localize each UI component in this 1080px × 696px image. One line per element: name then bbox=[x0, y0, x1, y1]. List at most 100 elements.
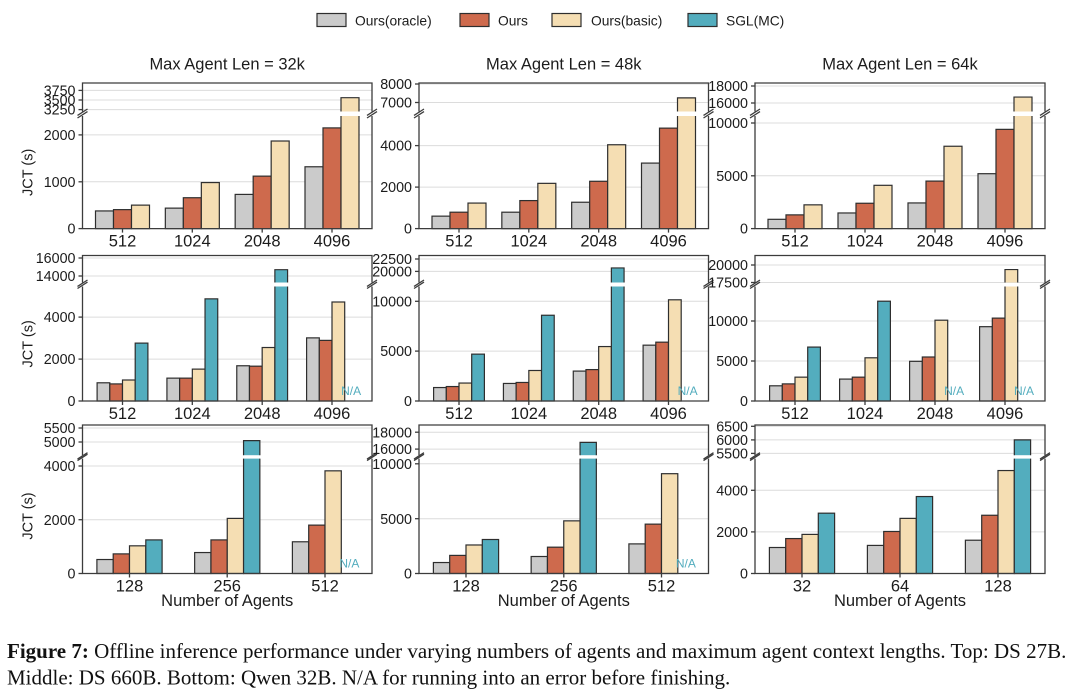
svg-text:4096: 4096 bbox=[987, 405, 1024, 423]
svg-text:64: 64 bbox=[891, 577, 909, 595]
svg-text:2048: 2048 bbox=[917, 232, 954, 250]
svg-text:2000: 2000 bbox=[44, 128, 76, 144]
svg-text:256: 256 bbox=[550, 577, 578, 595]
svg-text:3500: 3500 bbox=[44, 93, 76, 109]
svg-text:2000: 2000 bbox=[44, 352, 76, 368]
svg-text:2048: 2048 bbox=[244, 232, 281, 250]
svg-text:512: 512 bbox=[781, 405, 809, 423]
svg-text:2048: 2048 bbox=[580, 405, 617, 423]
svg-text:1024: 1024 bbox=[174, 405, 211, 423]
svg-text:256: 256 bbox=[213, 577, 241, 595]
svg-text:Ours: Ours bbox=[498, 13, 528, 28]
svg-text:Number of Agents: Number of Agents bbox=[161, 592, 293, 610]
svg-text:1024: 1024 bbox=[174, 232, 211, 250]
svg-text:Figure 7: Offline inference pe: Figure 7: Offline inference performance … bbox=[7, 639, 1066, 663]
svg-text:10000: 10000 bbox=[372, 294, 412, 310]
svg-text:16000: 16000 bbox=[708, 96, 748, 112]
svg-text:5000: 5000 bbox=[716, 169, 748, 185]
svg-text:N/A: N/A bbox=[339, 557, 359, 571]
svg-text:N/A: N/A bbox=[678, 384, 698, 398]
svg-text:JCT (s): JCT (s) bbox=[21, 320, 37, 367]
svg-text:512: 512 bbox=[445, 232, 473, 250]
svg-text:128: 128 bbox=[452, 577, 480, 595]
svg-text:SGL(MC): SGL(MC) bbox=[726, 13, 784, 28]
svg-text:22500: 22500 bbox=[372, 252, 412, 268]
svg-text:20000: 20000 bbox=[708, 258, 748, 274]
svg-text:5000: 5000 bbox=[380, 344, 412, 360]
svg-text:0: 0 bbox=[68, 567, 76, 583]
svg-text:1024: 1024 bbox=[510, 405, 547, 423]
svg-text:0: 0 bbox=[740, 222, 748, 238]
svg-text:4000: 4000 bbox=[44, 459, 76, 475]
svg-text:0: 0 bbox=[404, 222, 412, 238]
svg-text:0: 0 bbox=[404, 394, 412, 410]
svg-text:4096: 4096 bbox=[987, 232, 1024, 250]
svg-text:2000: 2000 bbox=[44, 513, 76, 529]
svg-text:Max Agent Len = 32k: Max Agent Len = 32k bbox=[149, 56, 305, 74]
svg-text:0: 0 bbox=[404, 567, 412, 583]
svg-text:0: 0 bbox=[740, 394, 748, 410]
svg-text:Max Agent Len = 48k: Max Agent Len = 48k bbox=[486, 56, 642, 74]
svg-text:8000: 8000 bbox=[380, 77, 412, 93]
svg-text:Ours(basic): Ours(basic) bbox=[591, 13, 662, 28]
svg-text:512: 512 bbox=[445, 405, 473, 423]
svg-text:2048: 2048 bbox=[244, 405, 281, 423]
svg-text:5500: 5500 bbox=[716, 447, 748, 463]
svg-text:6000: 6000 bbox=[716, 433, 748, 449]
svg-text:1024: 1024 bbox=[847, 405, 884, 423]
svg-text:2000: 2000 bbox=[380, 180, 412, 196]
svg-text:128: 128 bbox=[984, 577, 1012, 595]
svg-text:3750: 3750 bbox=[44, 84, 76, 100]
svg-text:2048: 2048 bbox=[917, 405, 954, 423]
svg-text:18000: 18000 bbox=[708, 79, 748, 95]
svg-text:Number of Agents: Number of Agents bbox=[498, 592, 630, 610]
svg-text:4096: 4096 bbox=[314, 405, 351, 423]
svg-text:16000: 16000 bbox=[372, 442, 412, 458]
svg-text:2048: 2048 bbox=[580, 232, 617, 250]
svg-text:128: 128 bbox=[116, 577, 144, 595]
svg-text:10000: 10000 bbox=[708, 314, 748, 330]
svg-text:512: 512 bbox=[311, 577, 339, 595]
svg-text:4096: 4096 bbox=[650, 405, 687, 423]
svg-text:4000: 4000 bbox=[44, 310, 76, 326]
svg-text:5000: 5000 bbox=[380, 512, 412, 528]
svg-text:4000: 4000 bbox=[716, 483, 748, 499]
svg-text:1000: 1000 bbox=[44, 175, 76, 191]
svg-text:0: 0 bbox=[68, 394, 76, 410]
svg-text:JCT (s): JCT (s) bbox=[21, 149, 37, 196]
svg-text:Middle: DS 660B. Bottom: Qwen: Middle: DS 660B. Bottom: Qwen 32B. N/A f… bbox=[7, 666, 730, 690]
svg-text:N/A: N/A bbox=[944, 384, 964, 398]
svg-text:Ours(oracle): Ours(oracle) bbox=[355, 13, 432, 28]
svg-text:0: 0 bbox=[740, 567, 748, 583]
svg-text:512: 512 bbox=[648, 577, 676, 595]
svg-text:0: 0 bbox=[68, 222, 76, 238]
svg-text:N/A: N/A bbox=[676, 557, 696, 571]
svg-text:2000: 2000 bbox=[716, 525, 748, 541]
svg-text:512: 512 bbox=[109, 405, 137, 423]
svg-text:10000: 10000 bbox=[372, 457, 412, 473]
svg-text:1024: 1024 bbox=[847, 232, 884, 250]
svg-text:10000: 10000 bbox=[708, 116, 748, 132]
svg-text:16000: 16000 bbox=[36, 251, 76, 267]
svg-text:18000: 18000 bbox=[372, 425, 412, 441]
svg-text:7000: 7000 bbox=[380, 96, 412, 112]
svg-text:20000: 20000 bbox=[372, 265, 412, 281]
svg-text:512: 512 bbox=[109, 232, 137, 250]
svg-text:Number of Agents: Number of Agents bbox=[834, 592, 966, 610]
svg-text:1024: 1024 bbox=[510, 232, 547, 250]
svg-text:JCT (s): JCT (s) bbox=[21, 492, 37, 539]
svg-text:N/A: N/A bbox=[1014, 384, 1034, 398]
svg-text:512: 512 bbox=[781, 232, 809, 250]
svg-text:N/A: N/A bbox=[341, 384, 361, 398]
svg-text:Max Agent Len = 64k: Max Agent Len = 64k bbox=[822, 56, 978, 74]
svg-text:5000: 5000 bbox=[716, 354, 748, 370]
svg-text:5500: 5500 bbox=[44, 421, 76, 437]
svg-text:5000: 5000 bbox=[44, 435, 76, 451]
svg-text:14000: 14000 bbox=[36, 269, 76, 285]
svg-text:17500: 17500 bbox=[708, 276, 748, 292]
svg-text:4096: 4096 bbox=[650, 232, 687, 250]
svg-text:6500: 6500 bbox=[716, 419, 748, 435]
svg-text:3250: 3250 bbox=[44, 103, 76, 119]
svg-text:32: 32 bbox=[793, 577, 811, 595]
svg-text:4000: 4000 bbox=[380, 139, 412, 155]
